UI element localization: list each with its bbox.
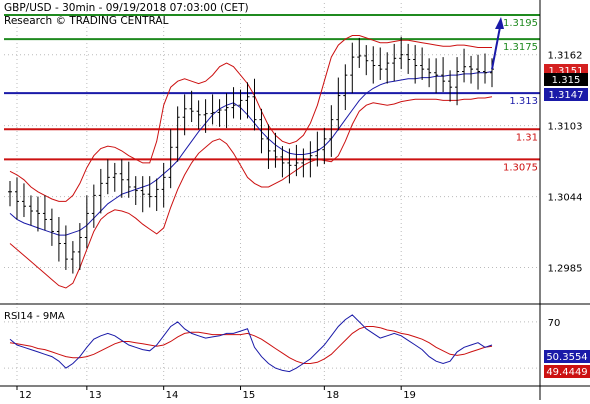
- price-badge-bg-1: [544, 73, 588, 86]
- level-label-4: 1.3075: [503, 162, 538, 173]
- chart-title: GBP/USD - 30min - 09/19/2018 07:03:00 (C…: [4, 2, 249, 14]
- price-badge-label-0: 1.3151: [549, 66, 584, 77]
- level-label-1: 1.3175: [503, 42, 538, 53]
- rsi-badge-label-1: 49.4449: [546, 367, 587, 378]
- level-label-2: 1.313: [509, 96, 538, 107]
- y-tick-label-2: 1.3044: [548, 193, 583, 204]
- y-tick-label-3: 1.2985: [548, 264, 583, 275]
- rsi-layer: [9, 314, 493, 373]
- chart-subtitle: Research © TRADING CENTRAL: [4, 15, 169, 27]
- rsi-panel-title: RSI14 - 9MA: [4, 311, 65, 322]
- bollinger-upper-line: [9, 35, 492, 202]
- projection-arrow-shaft: [491, 26, 501, 70]
- x-tick-label-0: 12: [19, 390, 32, 400]
- x-tick-label-5: 19: [403, 390, 416, 400]
- y-tick-label-0: 1.3162: [548, 51, 583, 62]
- x-tick-label-1: 13: [89, 390, 102, 400]
- rsi-badge-label-0: 50.3554: [546, 352, 587, 363]
- price-badge-label-2: 1.3147: [549, 90, 584, 101]
- rsi-badge-bg-1: [544, 365, 590, 378]
- rsi-y-tick-label-0: 70: [548, 318, 561, 329]
- x-tick-label-3: 15: [243, 390, 256, 400]
- labels-layer: 1.3195 1.3175 1.313 1.31 1.3075 1.3162 1.3103 1…: [16, 18, 590, 401]
- rsi-line: [9, 314, 493, 373]
- candles-layer: [8, 17, 504, 274]
- level-lines-layer: [4, 14, 540, 161]
- rsi-signal-line: [9, 326, 493, 364]
- price-badge-bg-2: [544, 88, 588, 101]
- level-label-0: 1.3195: [503, 18, 538, 29]
- x-tick-label-4: 18: [326, 390, 339, 400]
- level-label-3: 1.31: [516, 132, 538, 143]
- projection-arrow-head: [495, 17, 504, 30]
- bollinger-lower-line: [9, 96, 493, 289]
- moving-average-line: [9, 71, 493, 236]
- price-badge-label-1: 1.315: [552, 75, 581, 86]
- x-tick-label-2: 14: [166, 390, 179, 400]
- rsi-badge-bg-0: [544, 350, 590, 363]
- bollinger-layer: [9, 35, 493, 289]
- y-tick-label-1: 1.3103: [548, 122, 583, 133]
- grid-layer: [4, 3, 540, 382]
